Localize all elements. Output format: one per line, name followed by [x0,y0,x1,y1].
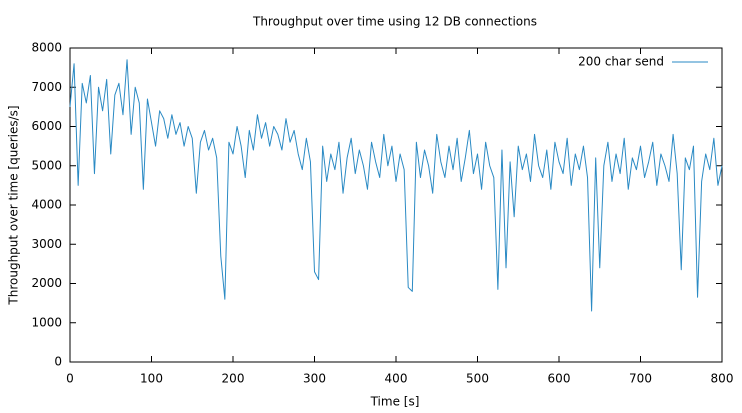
x-tick-label: 800 [711,372,734,386]
x-tick-label: 500 [466,372,489,386]
legend-label: 200 char send [578,55,664,69]
y-axis-label: Throughput over time [queries/s] [7,105,21,305]
y-tick-label: 3000 [31,237,62,251]
x-tick-label: 700 [629,372,652,386]
x-tick-label: 300 [303,372,326,386]
chart-title: Throughput over time using 12 DB connect… [252,15,537,29]
x-tick-label: 100 [140,372,163,386]
x-tick-label: 400 [385,372,408,386]
x-tick-label: 200 [222,372,245,386]
y-tick-label: 4000 [31,198,62,212]
data-line [69,59,723,312]
y-tick-label: 5000 [31,158,62,172]
y-tick-label: 8000 [31,41,62,55]
y-tick-label: 0 [54,355,62,369]
y-tick-label: 2000 [31,276,62,290]
x-tick-label: 600 [548,372,571,386]
x-axis-label: Time [s] [370,395,420,409]
x-tick-label: 0 [66,372,74,386]
plot-frame [69,47,723,363]
y-tick-label: 6000 [31,119,62,133]
y-tick-label: 7000 [31,80,62,94]
y-tick-label: 1000 [31,315,62,329]
